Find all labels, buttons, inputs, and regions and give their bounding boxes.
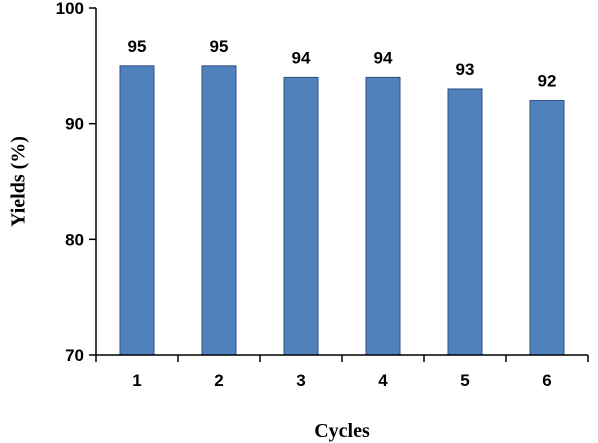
data-label: 95 [210,37,229,56]
y-tick-label: 90 [65,115,84,134]
data-label: 94 [292,48,311,67]
bar-cycle-5 [447,88,483,356]
x-axis-ticks: 1 2 3 4 5 6 [95,355,589,390]
bar-cycle-2 [201,65,237,356]
y-tick-label: 100 [56,0,84,18]
data-label: 92 [538,72,557,91]
data-label: 93 [456,60,475,79]
y-tick-label: 80 [65,230,84,249]
bar-cycle-3 [283,76,319,356]
x-tick-label: 3 [296,371,305,390]
bar-cycle-1 [119,65,155,356]
y-tick-label: 70 [65,346,84,365]
x-tick-label: 6 [542,371,551,390]
bars [119,65,565,356]
bar-cycle-4 [365,76,401,356]
x-tick-label: 5 [460,371,469,390]
data-label: 95 [128,37,147,56]
data-labels: 95 95 94 94 93 92 [128,37,557,91]
x-tick-label: 2 [214,371,223,390]
x-axis-title: Cycles [314,420,370,442]
bar-cycle-6 [529,100,565,356]
y-axis-ticks: 70 80 90 100 [56,0,96,365]
x-tick-label: 4 [378,371,388,390]
y-axis-title: Yields (%) [8,136,30,227]
x-tick-label: 1 [132,371,141,390]
data-label: 94 [374,48,393,67]
